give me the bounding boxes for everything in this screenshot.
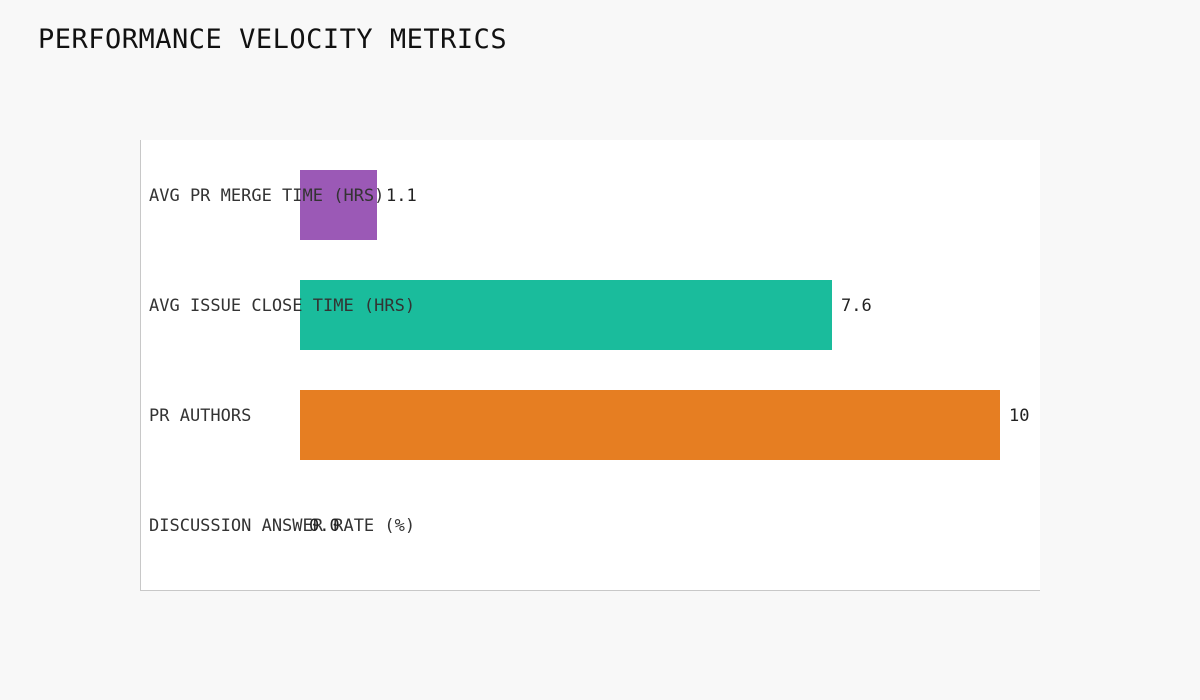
category-label-3: PR AUTHORS (149, 406, 251, 426)
value-label-4: 0.0 (309, 516, 340, 536)
bar-2 (300, 280, 832, 350)
category-label-4: DISCUSSION ANSWER RATE (%) (149, 516, 415, 536)
category-label-2: AVG ISSUE CLOSE TIME (HRS) (149, 296, 415, 316)
value-label-1: 1.1 (386, 186, 417, 206)
labels-layer: AVG PR MERGE TIME (HRS) 1.1 AVG ISSUE CLOS… (149, 186, 1029, 536)
category-label-1: AVG PR MERGE TIME (HRS) (149, 186, 384, 206)
value-label-3: 10 (1009, 406, 1029, 426)
value-label-2: 7.6 (841, 296, 872, 316)
bars-layer (300, 170, 1000, 460)
page-title: PERFORMANCE VELOCITY METRICS (38, 24, 508, 55)
plot-area (140, 140, 1040, 590)
bar-1 (300, 170, 377, 240)
bar-3 (300, 390, 1000, 460)
